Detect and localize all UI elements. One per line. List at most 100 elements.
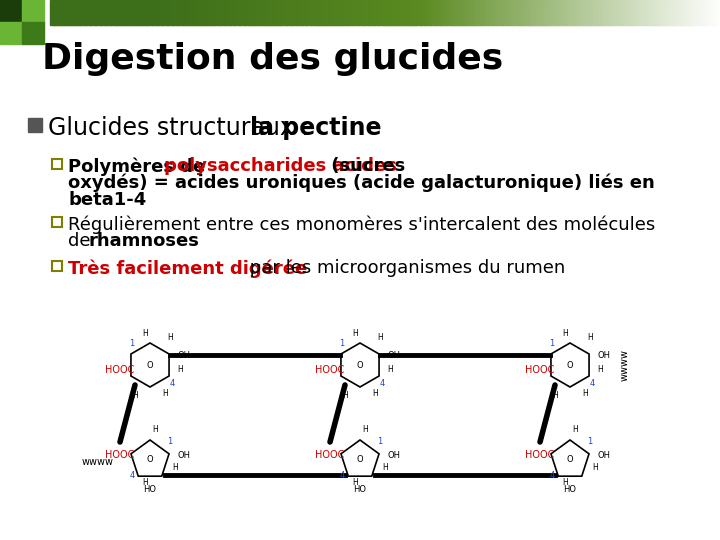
Bar <box>524 0 526 25</box>
Text: Polymères de: Polymères de <box>68 157 212 176</box>
Bar <box>519 0 521 25</box>
Bar <box>719 0 720 25</box>
Bar <box>293 0 295 25</box>
Text: H: H <box>172 463 178 472</box>
Bar <box>209 0 211 25</box>
Text: O: O <box>356 456 364 464</box>
Bar <box>366 0 369 25</box>
Bar <box>231 0 233 25</box>
Text: O: O <box>356 361 364 369</box>
Bar <box>494 0 496 25</box>
Bar <box>673 0 675 25</box>
Bar <box>500 0 503 25</box>
Bar <box>214 0 216 25</box>
Bar <box>238 0 240 25</box>
Text: H: H <box>162 388 168 397</box>
Text: Digestion des glucides: Digestion des glucides <box>42 42 503 76</box>
Bar <box>710 0 712 25</box>
Bar <box>310 0 312 25</box>
Bar <box>288 0 290 25</box>
Bar <box>452 0 454 25</box>
Bar <box>514 0 516 25</box>
Bar <box>217 0 220 25</box>
Bar <box>474 0 476 25</box>
Bar <box>407 0 409 25</box>
Text: 1: 1 <box>167 437 173 447</box>
Bar <box>546 0 548 25</box>
Bar <box>315 0 317 25</box>
Text: 1: 1 <box>130 339 135 348</box>
Bar <box>644 0 647 25</box>
Bar <box>373 0 375 25</box>
Bar <box>706 0 708 25</box>
Bar <box>268 0 270 25</box>
Bar <box>177 0 179 25</box>
Bar <box>457 0 459 25</box>
Bar <box>110 0 112 25</box>
Bar <box>139 0 141 25</box>
Bar <box>50 0 52 25</box>
Bar <box>582 0 585 25</box>
Bar <box>62 0 64 25</box>
Bar <box>570 0 572 25</box>
Bar <box>161 0 163 25</box>
Bar <box>683 0 685 25</box>
Bar <box>598 0 600 25</box>
Bar <box>628 0 630 25</box>
Bar <box>649 0 652 25</box>
Bar <box>80 0 82 25</box>
Bar <box>388 0 390 25</box>
Bar <box>526 0 528 25</box>
Text: O: O <box>567 456 573 464</box>
Bar <box>212 0 215 25</box>
Bar <box>330 0 332 25</box>
Bar <box>52 217 62 227</box>
Bar <box>576 0 578 25</box>
Text: OH: OH <box>178 450 191 460</box>
Text: H: H <box>167 333 173 341</box>
Bar <box>708 0 711 25</box>
Bar <box>306 0 308 25</box>
Bar <box>536 0 538 25</box>
Bar <box>412 0 414 25</box>
Bar <box>420 0 423 25</box>
Bar <box>614 0 616 25</box>
Bar <box>134 0 136 25</box>
Bar <box>333 0 336 25</box>
Bar <box>251 0 253 25</box>
Bar <box>102 0 104 25</box>
Bar <box>652 0 654 25</box>
Bar <box>531 0 533 25</box>
Bar <box>372 0 374 25</box>
Bar <box>438 0 441 25</box>
Bar <box>65 0 67 25</box>
Bar <box>52 0 54 25</box>
Bar <box>626 0 629 25</box>
Bar <box>499 0 501 25</box>
Bar <box>444 0 446 25</box>
Bar <box>658 0 660 25</box>
Bar <box>534 0 536 25</box>
Text: OH: OH <box>388 350 401 360</box>
Text: 4: 4 <box>549 471 554 481</box>
Bar <box>259 0 261 25</box>
Bar <box>572 0 575 25</box>
Bar <box>549 0 552 25</box>
Bar <box>426 0 428 25</box>
Bar <box>714 0 716 25</box>
Bar <box>647 0 649 25</box>
Text: H: H <box>562 328 568 338</box>
Bar <box>192 0 194 25</box>
Text: Glucides structuraux :: Glucides structuraux : <box>48 116 317 140</box>
Bar <box>82 0 84 25</box>
Bar <box>665 0 667 25</box>
Bar <box>58 0 60 25</box>
Bar <box>400 0 402 25</box>
Text: HOOC: HOOC <box>526 365 554 375</box>
Bar <box>413 0 415 25</box>
Bar <box>174 0 176 25</box>
Bar <box>0 22 22 44</box>
Bar <box>611 0 613 25</box>
Text: H: H <box>552 390 558 400</box>
Bar <box>442 0 444 25</box>
